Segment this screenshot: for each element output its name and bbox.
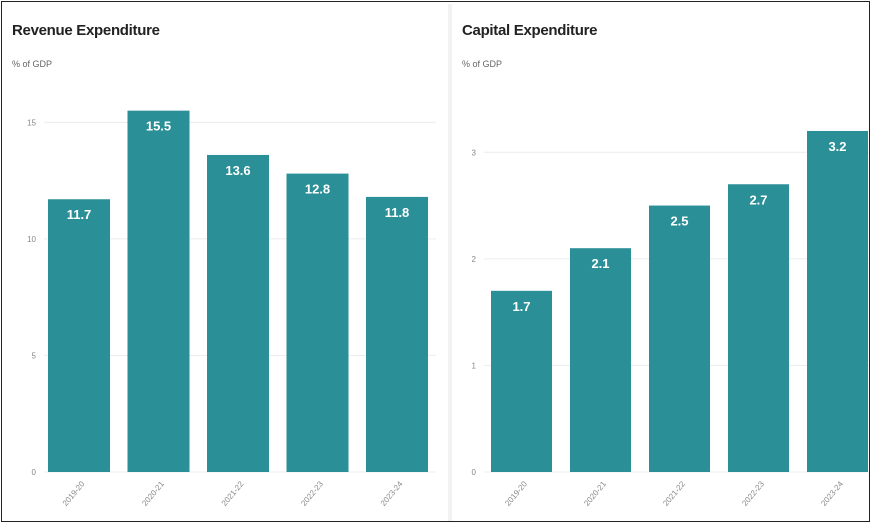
bar: [728, 184, 789, 472]
y-tick-label: 10: [27, 235, 36, 244]
data-label: 11.7: [67, 207, 92, 222]
data-label: 12.8: [305, 182, 330, 197]
data-label: 2.5: [670, 214, 688, 229]
data-label: 15.5: [146, 119, 171, 134]
chart-subtitle: % of GDP: [12, 59, 53, 69]
data-label: 13.6: [225, 163, 250, 178]
x-tick-label: 2020-21: [140, 479, 166, 508]
y-tick-label: 0: [472, 468, 477, 477]
x-tick-label: 2019-20: [503, 479, 529, 508]
bar: [207, 154, 269, 472]
bar: [807, 130, 868, 472]
bar: [286, 173, 349, 472]
panel-divider: [448, 4, 452, 521]
bar: [491, 290, 552, 472]
y-tick-label: 2: [472, 255, 477, 264]
bar: [649, 205, 710, 473]
x-tick-label: 2021-22: [661, 479, 687, 508]
bar: [570, 248, 631, 472]
y-tick-label: 15: [27, 118, 36, 127]
bar: [48, 199, 110, 472]
x-tick-label: 2020-21: [582, 479, 608, 508]
y-tick-label: 3: [472, 148, 477, 157]
y-tick-label: 5: [32, 351, 37, 360]
revenue-expenditure-panel: Revenue Expenditure % of GDP 0 5 10 15 11.7 2…: [4, 4, 446, 521]
bar: [366, 196, 428, 472]
capital-expenditure-panel: Capital Expenditure % of GDP 0 1 2 3 1.7 2019…: [454, 4, 869, 521]
capital-expenditure-chart: 0 1 2 3 1.7 2019-20 2.1 2020-21 2.5 2021-22 2.7 202…: [472, 130, 869, 508]
x-tick-label: 2022-23: [299, 479, 325, 508]
x-tick-label: 2023-24: [819, 479, 845, 508]
bar: [127, 110, 190, 472]
x-tick-label: 2021-22: [220, 479, 246, 508]
data-label: 1.7: [512, 299, 530, 314]
data-label: 2.1: [591, 256, 609, 271]
y-tick-label: 1: [472, 361, 477, 370]
x-tick-label: 2023-24: [379, 479, 405, 508]
data-label: 3.2: [828, 139, 846, 154]
x-tick-label: 2022-23: [740, 479, 766, 508]
y-tick-label: 0: [32, 468, 37, 477]
chart-title: Revenue Expenditure: [12, 22, 160, 39]
data-label: 11.8: [385, 205, 410, 220]
revenue-expenditure-chart: 0 5 10 15 11.7 2019-20 15.5 2020-21 13.6 2021-22 1…: [27, 110, 436, 508]
x-tick-label: 2019-20: [61, 479, 87, 508]
data-label: 2.7: [749, 192, 767, 207]
chart-title: Capital Expenditure: [462, 22, 598, 39]
chart-subtitle: % of GDP: [462, 59, 503, 69]
